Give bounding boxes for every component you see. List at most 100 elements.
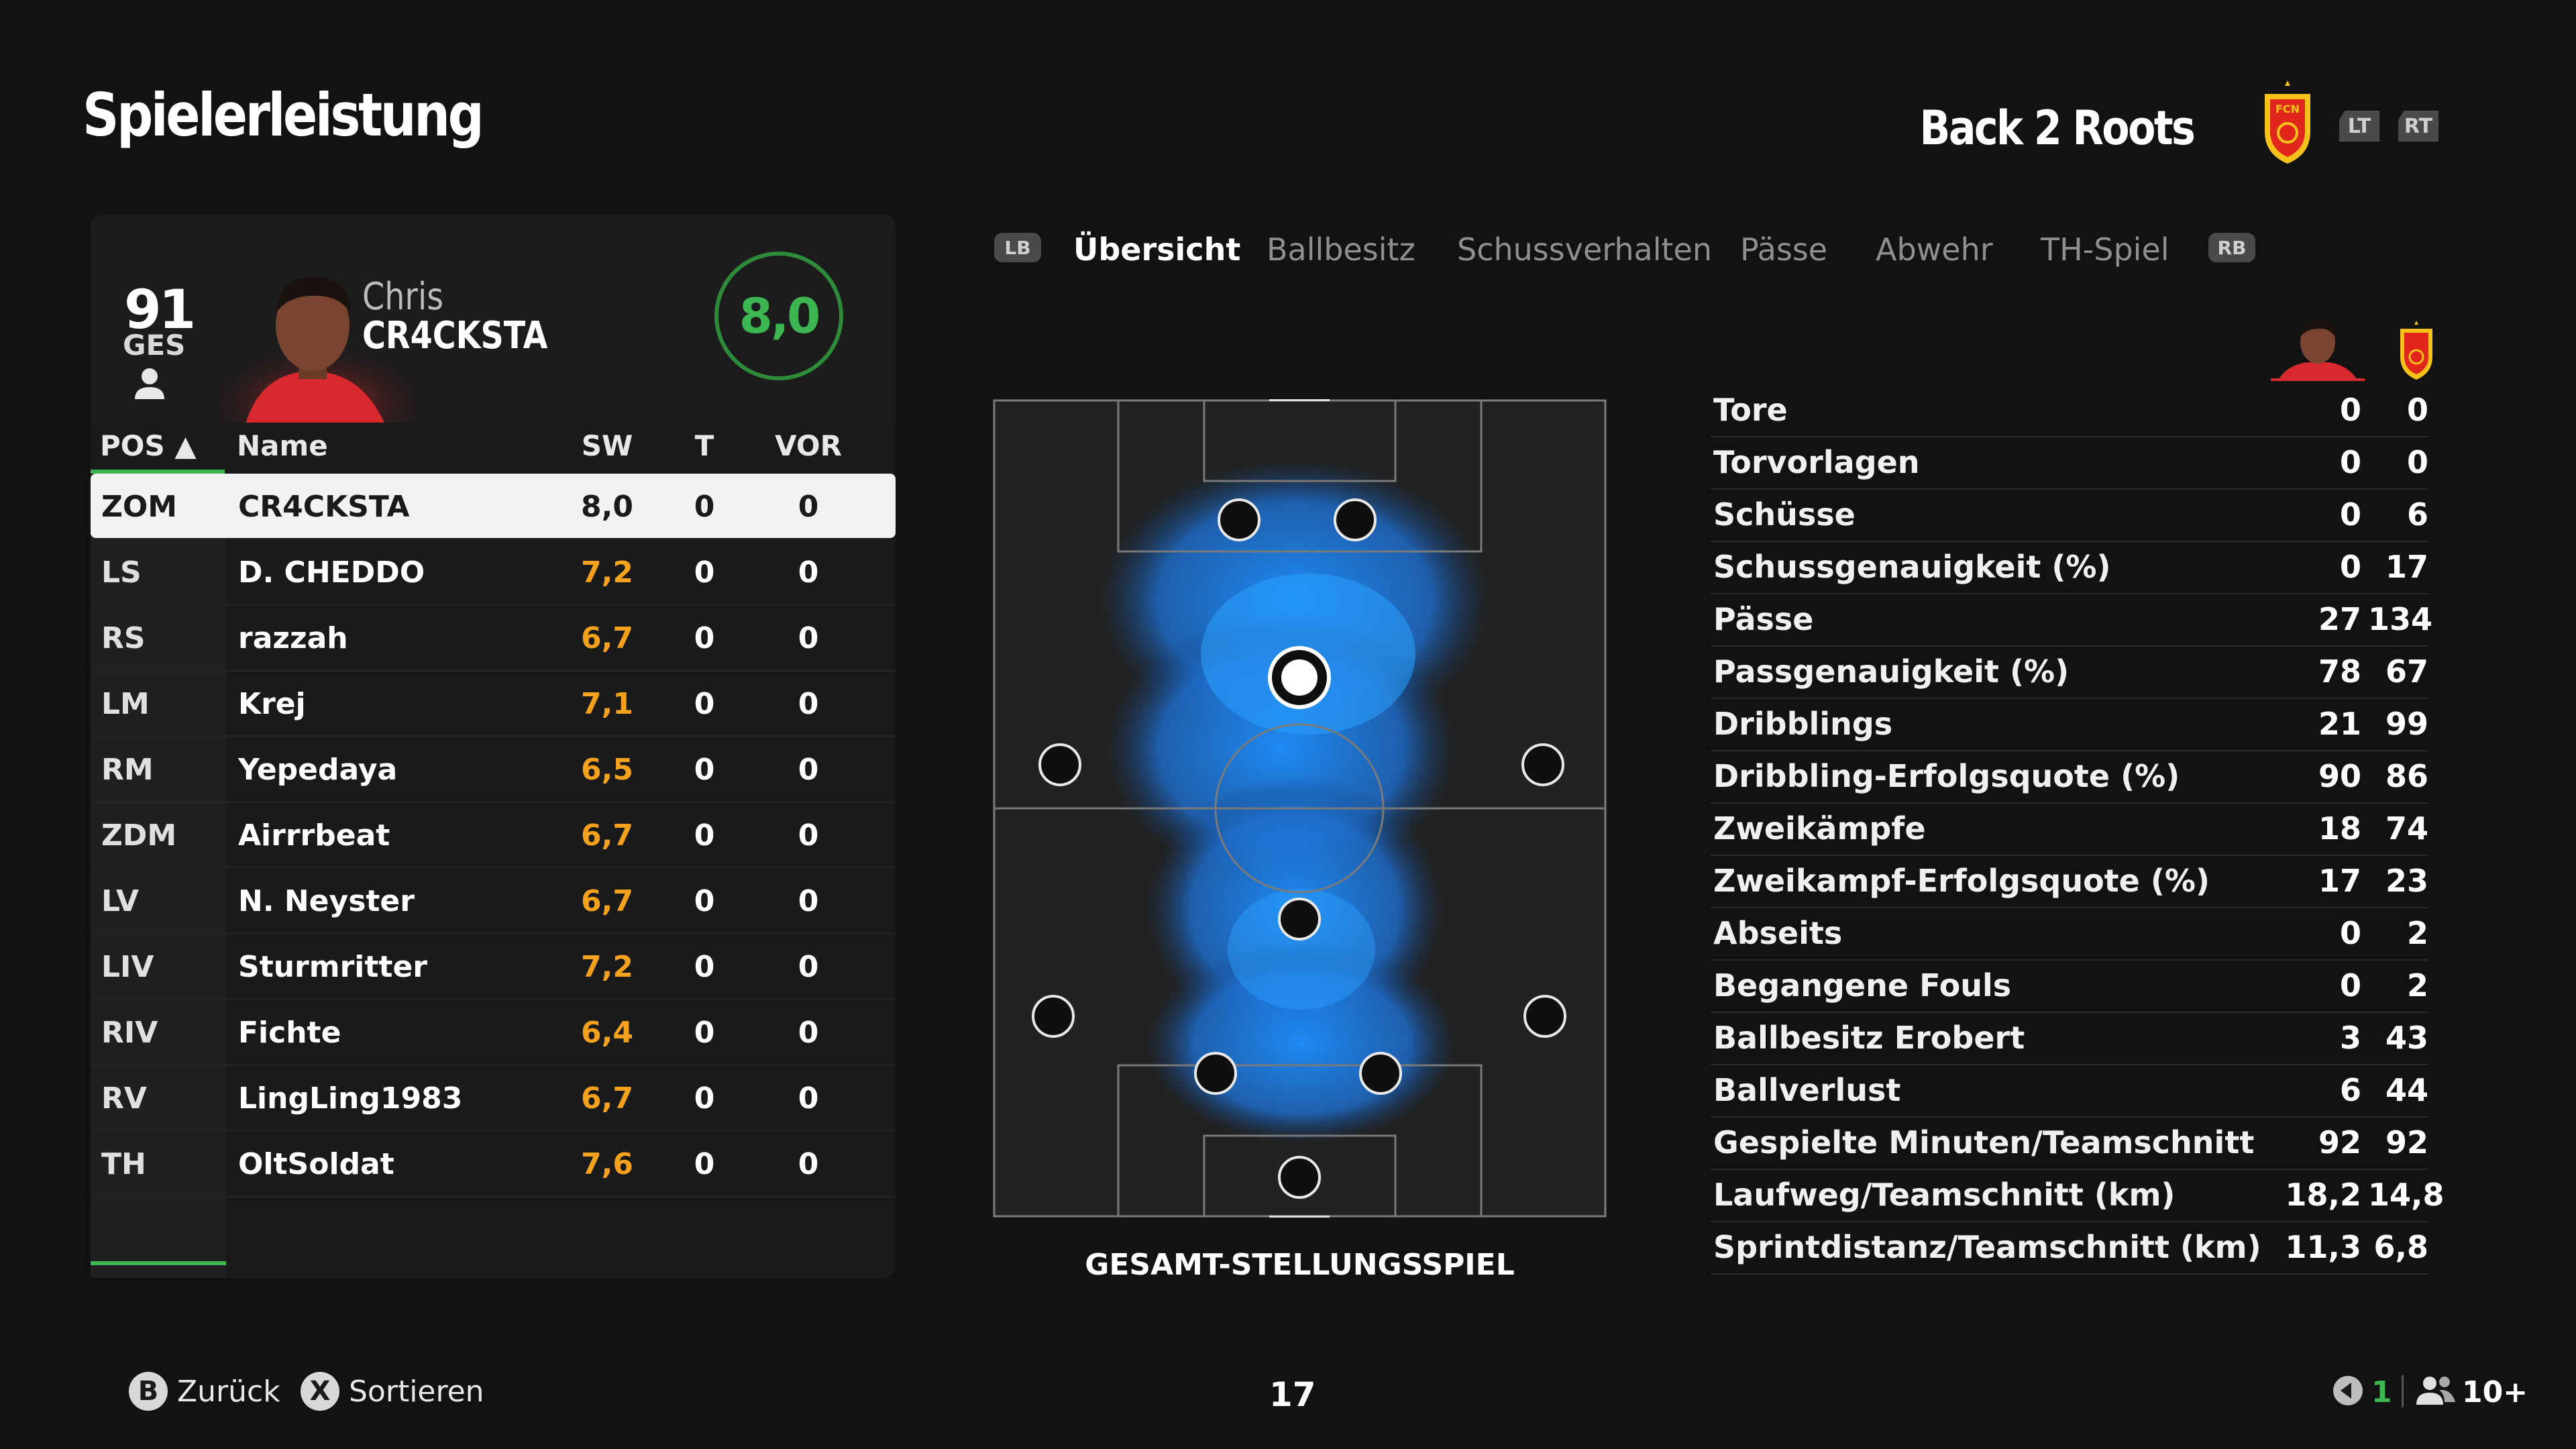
row-name: Airrrbeat — [238, 818, 390, 853]
stat-row: Dribblings 21 99 — [1711, 698, 2428, 751]
col-header-vor[interactable]: VOR — [775, 429, 842, 462]
back-control[interactable]: B Zurück — [129, 1372, 280, 1411]
row-t: 0 — [694, 1016, 715, 1050]
row-t: 0 — [694, 884, 715, 918]
table-row[interactable]: RM Yepedaya 6,5 0 0 — [91, 737, 896, 803]
tab-paesse[interactable]: Pässe — [1740, 231, 1828, 268]
b-button-icon: B — [129, 1372, 168, 1411]
row-t: 0 — [694, 1147, 715, 1181]
row-sw: 6,4 — [581, 1016, 633, 1050]
row-vor: 0 — [798, 1081, 819, 1116]
row-sw: 6,7 — [581, 1081, 633, 1116]
marker-lm — [1038, 743, 1081, 786]
marker-ls — [1218, 498, 1260, 541]
stat-row: Gespielte Minuten/Teamschnitt 92 92 — [1711, 1116, 2428, 1170]
col-header-t[interactable]: T — [694, 429, 714, 462]
tab-schussverhalten[interactable]: Schussverhalten — [1457, 231, 1712, 268]
table-row[interactable]: LIV Sturmritter 7,2 0 0 — [91, 934, 896, 1000]
table-row[interactable]: LM Krej 7,1 0 0 — [91, 671, 896, 737]
party-status: 10+ — [2415, 1374, 2528, 1410]
tab-th-spiel[interactable]: TH-Spiel — [2041, 231, 2169, 268]
row-pos: LV — [101, 884, 140, 918]
marker-th — [1278, 1156, 1321, 1199]
sort-indicator — [91, 470, 225, 474]
row-t: 0 — [694, 687, 715, 721]
stat-row: Tore 0 0 — [1711, 384, 2428, 437]
row-t: 0 — [694, 621, 715, 655]
stat-row: Dribbling-Erfolgsquote (%) 90 86 — [1711, 750, 2428, 804]
row-name: Yepedaya — [238, 753, 398, 787]
footer-divider — [2402, 1375, 2404, 1407]
row-name: N. Neyster — [238, 884, 415, 918]
lt-button[interactable]: LT — [2339, 111, 2379, 142]
rt-button[interactable]: RT — [2398, 111, 2438, 142]
row-pos: ZOM — [101, 490, 178, 524]
heatmap-svg — [993, 397, 1607, 1220]
stat-row: Pässe 27 134 — [1711, 593, 2432, 647]
stat-row: Laufweg/Teamschnitt (km) 18,2 14,8 — [1711, 1169, 2445, 1222]
row-pos: TH — [101, 1147, 146, 1181]
mic-icon — [2331, 1374, 2365, 1410]
tab-ballbesitz[interactable]: Ballbesitz — [1267, 231, 1415, 268]
table-row[interactable]: RS razzah 6,7 0 0 — [91, 605, 896, 672]
stat-row: Ballbesitz Erobert 3 43 — [1711, 1012, 2428, 1065]
table-row[interactable]: RV LingLing1983 6,7 0 0 — [91, 1065, 896, 1132]
marker-liv — [1194, 1052, 1237, 1095]
mic-count: 1 — [2371, 1375, 2392, 1409]
page-number: 17 — [1269, 1375, 1316, 1414]
tab-abwehr[interactable]: Abwehr — [1876, 231, 1993, 268]
player-header: 91 GES Chris CR4CKSTA 8,0 — [91, 215, 896, 423]
table-row[interactable]: LS D. CHEDDO 7,2 0 0 — [91, 539, 896, 606]
sort-control[interactable]: X Sortieren — [301, 1372, 484, 1411]
row-sw: 6,7 — [581, 818, 633, 853]
marker-rv — [1523, 995, 1566, 1038]
row-sw: 6,7 — [581, 621, 633, 655]
match-rating: 8,0 — [714, 252, 843, 380]
marker-rm — [1521, 743, 1564, 786]
row-sw: 6,7 — [581, 884, 633, 918]
row-vor: 0 — [798, 621, 819, 655]
positioning-heatmap — [993, 397, 1607, 1220]
tab-uebersicht[interactable]: Übersicht — [1073, 231, 1241, 268]
club-badge-icon: FCN — [2261, 79, 2314, 166]
col-header-sw[interactable]: SW — [581, 429, 633, 462]
table-row[interactable]: ZDM Airrrbeat 6,7 0 0 — [91, 802, 896, 869]
table-row[interactable]: TH OltSoldat 7,6 0 0 — [91, 1131, 896, 1197]
row-pos: ZDM — [101, 818, 177, 853]
table-bottom-accent — [91, 1261, 226, 1265]
marker-zdm — [1278, 898, 1321, 941]
stat-row: Abseits 0 2 — [1711, 907, 2428, 961]
stat-row: Sprintdistanz/Teamschnitt (km) 11,3 6,8 — [1711, 1221, 2428, 1275]
row-vor: 0 — [798, 884, 819, 918]
svg-text:FCN: FCN — [2275, 103, 2300, 115]
row-t: 0 — [694, 950, 715, 984]
heatmap-caption: GESAMT-STELLUNGSSPIEL — [1085, 1248, 1515, 1282]
table-row[interactable]: LV N. Neyster 6,7 0 0 — [91, 868, 896, 934]
back-label: Zurück — [177, 1374, 280, 1409]
stat-row: Begangene Fouls 0 2 — [1711, 959, 2428, 1013]
rb-button[interactable]: RB — [2208, 233, 2255, 262]
player-last-name: CR4CKSTA — [362, 314, 548, 358]
team-name: Back 2 Roots — [1919, 101, 2195, 156]
pos-column-bg — [91, 474, 226, 1278]
col-header-name[interactable]: Name — [237, 429, 328, 462]
row-sw: 8,0 — [581, 490, 633, 524]
table-row[interactable]: RIV Fichte 6,4 0 0 — [91, 1000, 896, 1066]
page-title: Spielerleistung — [83, 80, 484, 150]
row-sw: 6,5 — [581, 753, 633, 787]
player-table-panel: 91 GES Chris CR4CKSTA 8,0 POS ▲ Name SW … — [91, 215, 896, 1278]
row-t: 0 — [694, 490, 715, 524]
row-name: D. CHEDDO — [238, 555, 425, 590]
marker-rs — [1334, 498, 1377, 541]
row-sw: 7,1 — [581, 687, 633, 721]
stat-row: Torvorlagen 0 0 — [1711, 436, 2428, 490]
row-vor: 0 — [798, 490, 819, 524]
stat-row: Schussgenauigkeit (%) 0 17 — [1711, 541, 2428, 594]
marker-selected-core — [1281, 659, 1318, 696]
lb-button[interactable]: LB — [994, 233, 1041, 262]
stat-row: Ballverlust 6 44 — [1711, 1064, 2428, 1118]
row-pos: LS — [101, 555, 142, 590]
col-header-pos[interactable]: POS ▲ — [100, 429, 197, 462]
row-vor: 0 — [798, 555, 819, 590]
table-row[interactable]: ZOM CR4CKSTA 8,0 0 0 — [91, 474, 896, 538]
